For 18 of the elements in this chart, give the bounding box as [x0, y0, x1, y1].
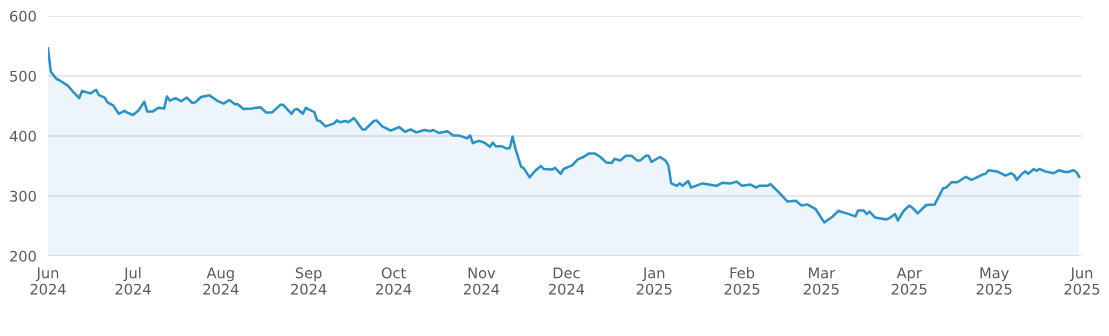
x-tick-label: Jun 2025	[1064, 267, 1100, 295]
x-tick-label: Dec 2024	[548, 267, 585, 295]
x-tick-label: Jun 2024	[30, 267, 66, 295]
x-tick-label: Oct 2024	[376, 267, 412, 295]
x-tick-label: Mar 2025	[803, 267, 839, 295]
x-tick-label: Feb 2025	[724, 267, 760, 295]
x-tick-label: Jul 2024	[115, 267, 151, 295]
x-tick-label: Jan 2025	[636, 267, 672, 295]
x-tick-label: Nov 2024	[463, 267, 500, 295]
y-tick-label: 300	[10, 190, 36, 202]
x-tick-label: May 2025	[976, 267, 1012, 295]
y-tick-label: 200	[10, 250, 36, 262]
x-tick-label: Sep 2024	[291, 267, 327, 295]
x-tick-label: Aug 2024	[203, 267, 239, 295]
x-tick-label: Apr 2025	[891, 267, 927, 295]
y-tick-label: 600	[10, 10, 36, 22]
y-tick-label: 500	[10, 70, 36, 82]
y-tick-label: 400	[9, 130, 36, 142]
